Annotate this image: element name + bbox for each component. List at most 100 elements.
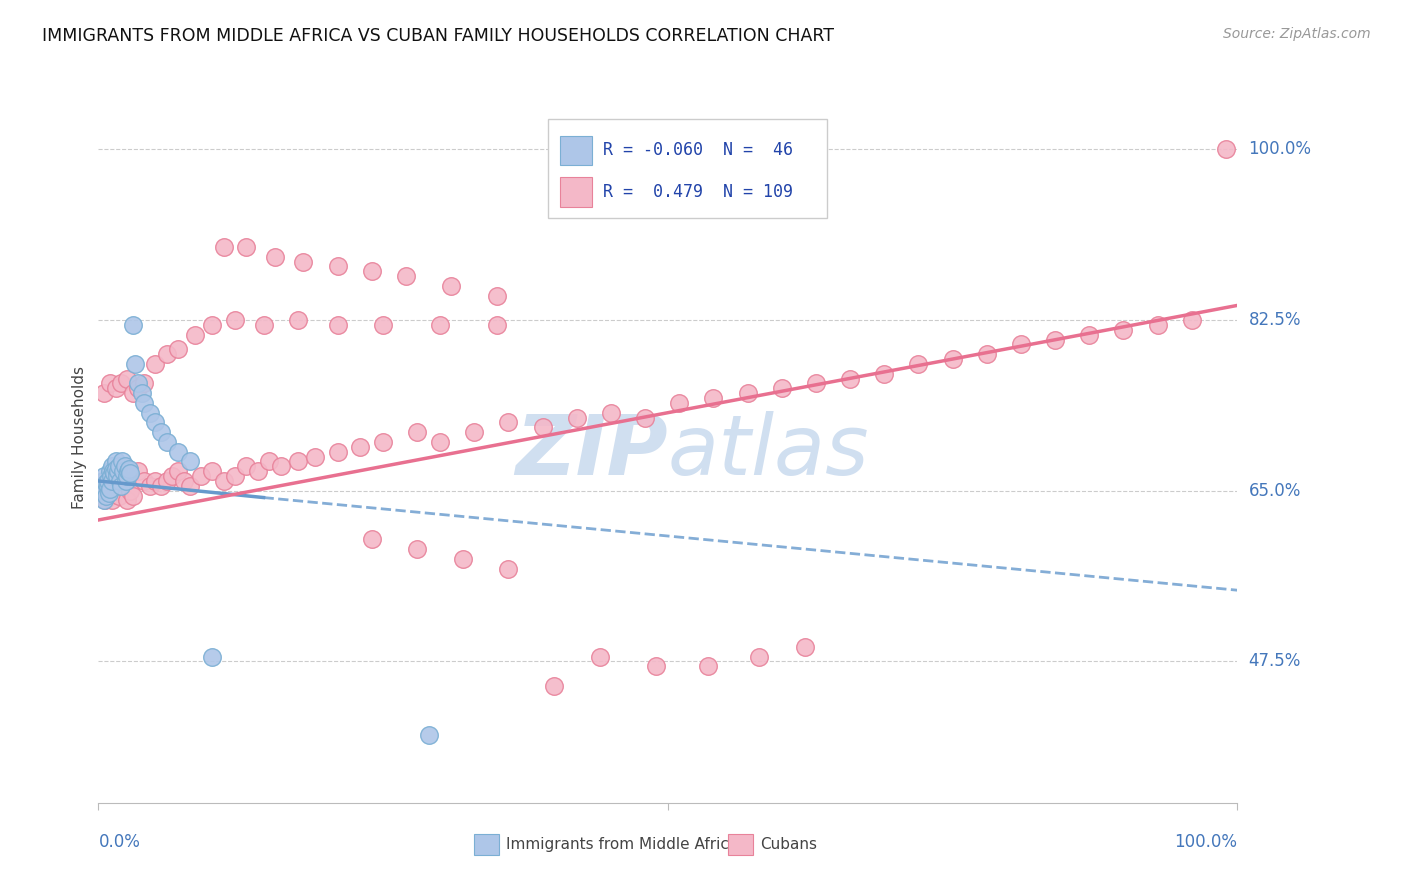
Point [110,479,132,493]
Point [145,357,167,371]
Point [360,264,382,278]
Point [451,552,474,566]
Point [645,659,668,673]
Point [115,493,138,508]
Point [201,649,224,664]
Point [418,727,440,741]
Point [156,474,179,488]
Text: R =  0.479  N = 109: R = 0.479 N = 109 [603,183,793,201]
Point [150,479,173,493]
Point [531,420,554,434]
Point [588,649,610,664]
Point [702,391,724,405]
Point [107,464,129,478]
Point [104,462,127,476]
Point [91,474,114,488]
Point [259,454,281,468]
Point [246,464,269,478]
Point [120,483,142,498]
Point [118,462,141,476]
Point [156,434,179,449]
Point [1215,142,1237,156]
Point [98,489,121,503]
Point [264,250,287,264]
Point [96,489,118,503]
Point [111,454,134,468]
Point [114,459,136,474]
Text: 100.0%: 100.0% [1174,833,1237,851]
Point [463,425,485,440]
Point [162,469,184,483]
Point [115,371,138,385]
Point [486,288,509,302]
Point [252,318,274,332]
Point [90,483,112,498]
Point [190,469,212,483]
Point [97,474,120,488]
Point [101,474,124,488]
Point [120,466,142,480]
Point [104,381,127,395]
Text: atlas: atlas [668,411,869,492]
Y-axis label: Family Households: Family Households [72,366,87,508]
Point [873,367,896,381]
Point [976,347,998,361]
Point [93,469,115,483]
Point [179,454,201,468]
Text: Source: ZipAtlas.com: Source: ZipAtlas.com [1223,27,1371,41]
FancyBboxPatch shape [560,136,592,165]
Point [108,474,131,488]
Point [127,376,149,391]
Point [371,318,394,332]
Point [201,464,224,478]
Point [440,279,463,293]
Text: ZIP: ZIP [515,411,668,492]
Point [212,240,235,254]
Point [287,454,309,468]
Point [93,386,115,401]
Point [634,410,657,425]
Point [486,318,509,332]
Point [600,406,623,420]
Point [201,318,224,332]
Point [93,474,115,488]
Text: 0.0%: 0.0% [98,833,141,851]
Text: Immigrants from Middle Africa: Immigrants from Middle Africa [506,837,738,852]
Point [179,479,201,493]
Point [498,562,520,576]
Point [127,464,149,478]
Point [287,313,309,327]
Point [793,640,815,654]
Text: 82.5%: 82.5% [1249,311,1301,329]
Point [184,327,207,342]
Point [100,469,122,483]
Point [112,464,135,478]
Point [145,474,167,488]
Point [304,450,326,464]
Point [150,425,173,440]
Point [121,318,143,332]
Point [132,376,155,391]
Point [235,240,257,254]
Point [292,254,315,268]
Point [117,464,139,478]
Point [114,474,136,488]
Point [98,376,121,391]
Point [98,482,121,496]
Point [138,479,160,493]
Point [103,474,125,488]
Point [127,381,149,395]
Point [112,474,135,488]
Text: R = -0.060  N =  46: R = -0.060 N = 46 [603,141,793,160]
Point [696,659,718,673]
Point [108,489,131,503]
Point [103,483,125,498]
FancyBboxPatch shape [548,119,827,218]
Point [1112,323,1135,337]
Point [406,542,429,557]
Point [429,434,451,449]
Text: 65.0%: 65.0% [1249,482,1301,500]
Point [1010,337,1032,351]
Point [1043,333,1066,347]
Point [105,483,128,498]
